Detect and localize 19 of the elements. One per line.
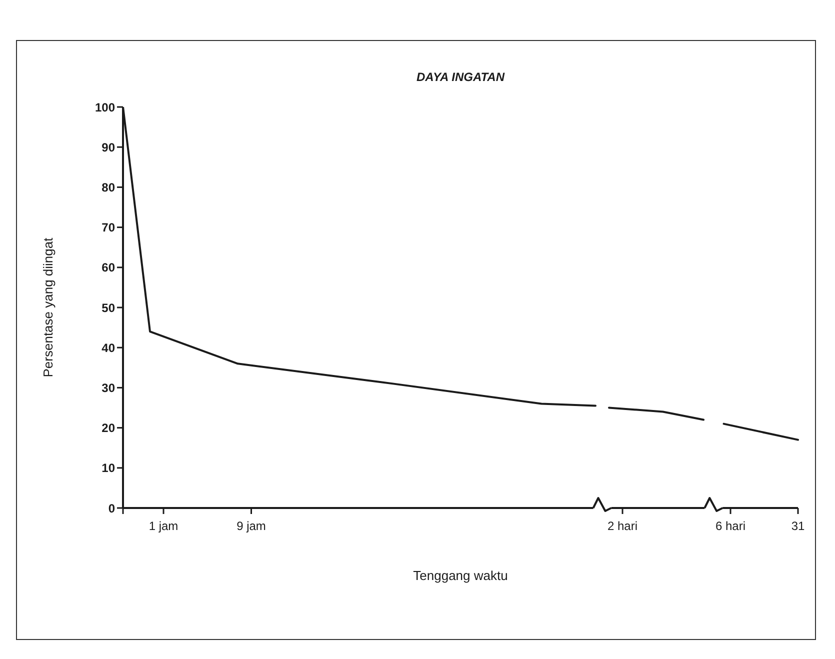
y-tick-label: 40 (102, 340, 116, 355)
y-tick-label: 70 (102, 220, 116, 235)
x-axis-title: Tenggang waktu (412, 568, 509, 583)
x-tick-label: 1 jam (148, 519, 178, 533)
y-axis-title: Persentase yang diingat (40, 236, 56, 379)
x-tick-label: 6 hari (715, 519, 746, 533)
y-tick-label: 60 (102, 260, 116, 275)
x-tick-label: 9 jam (236, 519, 266, 533)
y-tick-label: 20 (102, 421, 116, 436)
y-tick-label: 80 (102, 180, 116, 194)
y-tick-label: 100 (94, 100, 116, 114)
y-tick-label: 50 (102, 300, 116, 315)
x-tick-label: 2 hari (607, 519, 638, 533)
chart-title: DAYA INGATAN (416, 70, 506, 84)
x-tick-label: 31 (791, 519, 805, 533)
y-tick-label: 0 (108, 501, 116, 516)
y-tick-label: 90 (102, 140, 116, 154)
y-tick-label: 30 (102, 380, 116, 395)
y-tick-label: 10 (102, 461, 116, 476)
